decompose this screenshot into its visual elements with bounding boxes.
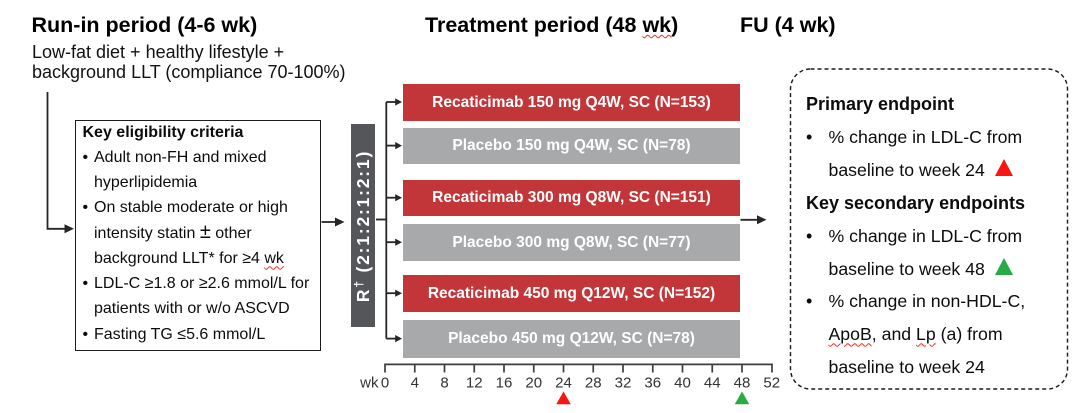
svg-text:32: 32 [615,374,632,391]
svg-text:4: 4 [411,374,419,391]
svg-text:44: 44 [704,374,721,391]
svg-text:0: 0 [381,374,389,391]
svg-text:40: 40 [674,374,691,391]
svg-text:36: 36 [644,374,661,391]
svg-text:20: 20 [525,374,542,391]
svg-text:8: 8 [440,374,448,391]
svg-text:16: 16 [496,374,513,391]
svg-text:52: 52 [763,374,780,391]
svg-text:wk: wk [359,374,379,391]
svg-text:24: 24 [555,374,572,391]
svg-text:28: 28 [585,374,602,391]
svg-text:48: 48 [734,374,751,391]
svg-text:12: 12 [466,374,483,391]
